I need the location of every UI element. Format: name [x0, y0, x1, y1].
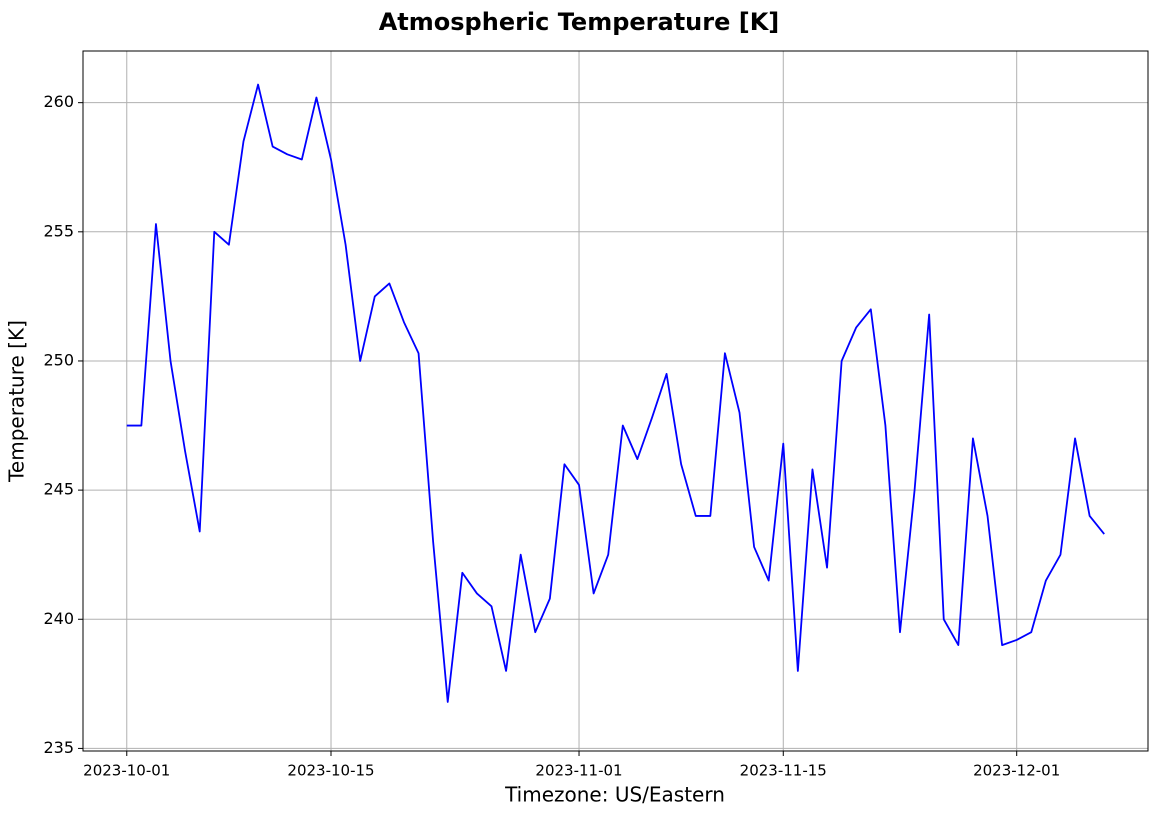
plot-frame	[82, 50, 1149, 752]
y-axis-label: Temperature [K]	[5, 320, 29, 483]
y-tick-label: 255	[43, 221, 74, 240]
y-tick-label: 240	[43, 609, 74, 628]
x-tick-label: 2023-12-01	[973, 762, 1060, 780]
y-tick-label: 245	[43, 480, 74, 499]
x-tick-label: 2023-10-01	[83, 762, 170, 780]
x-tick-label: 2023-11-01	[535, 762, 622, 780]
x-tick-label: 2023-11-15	[740, 762, 827, 780]
x-axis-label: Timezone: US/Eastern	[504, 783, 725, 807]
y-tick-label: 260	[43, 92, 74, 111]
data-line	[126, 83, 1105, 703]
grid	[83, 51, 1148, 751]
x-tick-label: 2023-10-15	[287, 762, 374, 780]
chart-title: Atmospheric Temperature [K]	[379, 8, 780, 36]
plot-area	[126, 83, 1105, 703]
y-tick-label: 250	[43, 350, 74, 369]
y-tick-label: 235	[43, 738, 74, 757]
